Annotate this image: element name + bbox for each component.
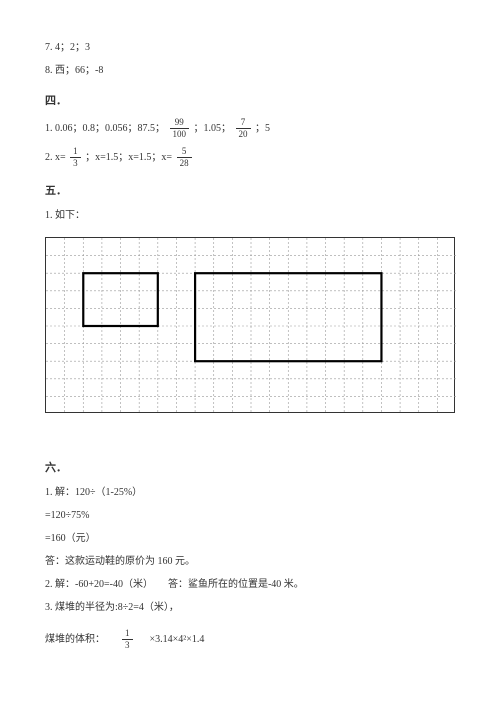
frac-den: 100 bbox=[170, 129, 190, 139]
fraction-7-20: 7 20 bbox=[236, 118, 251, 139]
frac-num: 1 bbox=[122, 629, 133, 640]
frac-num: 7 bbox=[236, 118, 251, 129]
frac-den: 20 bbox=[236, 129, 251, 139]
frac-den: 3 bbox=[122, 640, 133, 650]
s4-l2-a: 2. x= bbox=[45, 152, 66, 163]
s4-l1-c: ；5 bbox=[255, 123, 270, 134]
frac-num: 99 bbox=[170, 118, 190, 129]
s6-l2: =120÷75% bbox=[45, 508, 455, 523]
s4-l1-b: ；1.05； bbox=[194, 123, 232, 134]
section-4-line-2: 2. x= 1 3 ；x=1.5；x=1.5；x= 5 28 bbox=[45, 147, 455, 168]
frac-den: 3 bbox=[70, 158, 81, 168]
s6-l3: =160（元） bbox=[45, 531, 455, 546]
s6-l1: 1. 解：120÷（1-25%） bbox=[45, 485, 455, 500]
fraction-99-100: 99 100 bbox=[170, 118, 190, 139]
s6-l4: 答：这款运动鞋的原价为 160 元。 bbox=[45, 554, 455, 569]
section-4-title: 四． bbox=[45, 92, 455, 108]
frac-num: 1 bbox=[70, 147, 81, 158]
answer-7: 7. 4；2；3 bbox=[45, 40, 455, 55]
section-5-line-1: 1. 如下： bbox=[45, 208, 455, 223]
s4-l1-a: 1. 0.06；0.8；0.056；87.5； bbox=[45, 123, 165, 134]
s4-l2-b: ；x=1.5；x=1.5；x= bbox=[85, 152, 172, 163]
frac-num: 5 bbox=[177, 147, 192, 158]
grid-diagram bbox=[45, 237, 455, 413]
answer-8: 8. 西；66；-8 bbox=[45, 63, 455, 78]
fraction-1-3: 1 3 bbox=[70, 147, 81, 168]
s6-l7-b: ×3.14×4²×1.4 bbox=[150, 634, 205, 645]
fraction-1-3-b: 1 3 bbox=[122, 629, 133, 650]
s6-l7: 煤堆的体积： 1 3 ×3.14×4²×1.4 bbox=[45, 629, 455, 650]
s6-l6: 3. 煤堆的半径为:8÷2=4（米）， bbox=[45, 600, 455, 615]
frac-den: 28 bbox=[177, 158, 192, 168]
s6-l7-a: 煤堆的体积： bbox=[45, 634, 105, 645]
grid-svg bbox=[46, 238, 456, 414]
section-4-line-1: 1. 0.06；0.8；0.056；87.5； 99 100 ；1.05； 7 … bbox=[45, 118, 455, 139]
fraction-5-28: 5 28 bbox=[177, 147, 192, 168]
section-5-title: 五． bbox=[45, 182, 455, 198]
section-6-title: 六． bbox=[45, 459, 455, 475]
s6-l5: 2. 解：-60+20=-40（米） 答：鲨鱼所在的位置是-40 米。 bbox=[45, 577, 455, 592]
